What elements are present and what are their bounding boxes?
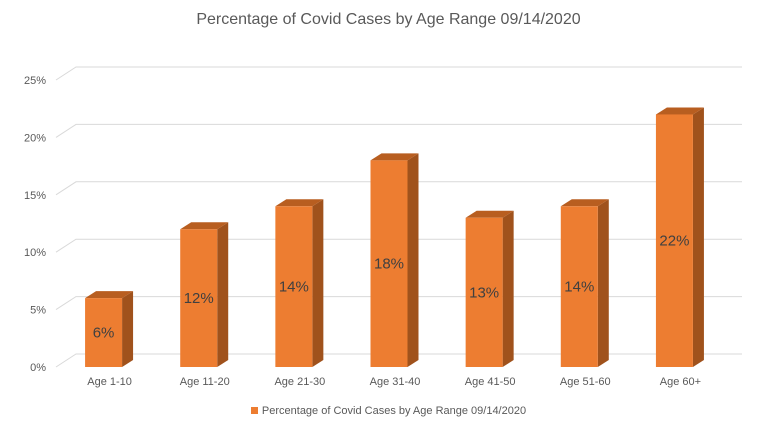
bar-front bbox=[560, 206, 598, 367]
bar-front bbox=[655, 114, 693, 367]
bar-side bbox=[407, 153, 419, 367]
bar bbox=[655, 107, 704, 367]
chart-title: Percentage of Covid Cases by Age Range 0… bbox=[196, 11, 581, 28]
bar-front bbox=[465, 217, 503, 367]
gridline bbox=[55, 296, 742, 311]
data-label: 13% bbox=[469, 284, 499, 301]
bar-front bbox=[275, 206, 313, 367]
bar-front bbox=[85, 298, 123, 367]
x-tick-label: Age 31-40 bbox=[370, 376, 421, 388]
bar bbox=[85, 291, 134, 367]
y-tick-label: 0% bbox=[30, 362, 46, 374]
bar-top bbox=[275, 199, 324, 207]
bar-top bbox=[180, 222, 229, 230]
data-label: 14% bbox=[279, 279, 309, 296]
bar-side bbox=[597, 199, 609, 367]
bar bbox=[180, 222, 229, 367]
gridline bbox=[55, 181, 742, 196]
gridline bbox=[55, 238, 742, 253]
data-label: 14% bbox=[564, 279, 594, 296]
bar bbox=[465, 210, 514, 367]
y-tick-label: 15% bbox=[24, 190, 46, 202]
y-tick-label: 20% bbox=[24, 132, 46, 144]
gridline bbox=[55, 123, 742, 138]
data-label: 18% bbox=[374, 256, 404, 273]
bar-side bbox=[692, 107, 704, 367]
bar-top bbox=[655, 107, 704, 115]
x-tick-label: Age 51-60 bbox=[560, 376, 611, 388]
x-tick-label: Age 60+ bbox=[660, 376, 701, 388]
data-label: 6% bbox=[93, 325, 115, 342]
gridlines bbox=[55, 66, 742, 368]
bar-front bbox=[180, 229, 218, 367]
x-tick-label: Age 1-10 bbox=[87, 376, 132, 388]
data-label: 12% bbox=[184, 290, 214, 307]
bar-top bbox=[465, 210, 514, 218]
bar bbox=[560, 199, 609, 367]
bar-side bbox=[502, 210, 514, 367]
gridline bbox=[55, 353, 742, 368]
y-tick-label: 10% bbox=[24, 247, 46, 259]
bar-side bbox=[217, 222, 229, 367]
bar-top bbox=[370, 153, 419, 161]
bar bbox=[275, 199, 324, 367]
bar-front bbox=[370, 160, 408, 367]
legend-swatch bbox=[250, 406, 258, 414]
x-tick-label: Age 11-20 bbox=[180, 376, 230, 388]
bar-side bbox=[312, 199, 324, 367]
bar-side bbox=[122, 291, 134, 367]
legend-label: Percentage of Covid Cases by Age Range 0… bbox=[261, 405, 527, 417]
x-tick-label: Age 21-30 bbox=[274, 376, 325, 388]
x-tick-label: Age 41-50 bbox=[465, 376, 516, 388]
y-tick-label: 5% bbox=[30, 305, 46, 317]
bar-top bbox=[560, 199, 609, 207]
y-tick-label: 25% bbox=[24, 75, 46, 87]
bar bbox=[370, 153, 419, 367]
legend: Percentage of Covid Cases by Age Range 0… bbox=[0, 405, 777, 417]
bar-top bbox=[85, 291, 134, 299]
gridline bbox=[55, 66, 742, 81]
data-label: 22% bbox=[659, 233, 689, 250]
